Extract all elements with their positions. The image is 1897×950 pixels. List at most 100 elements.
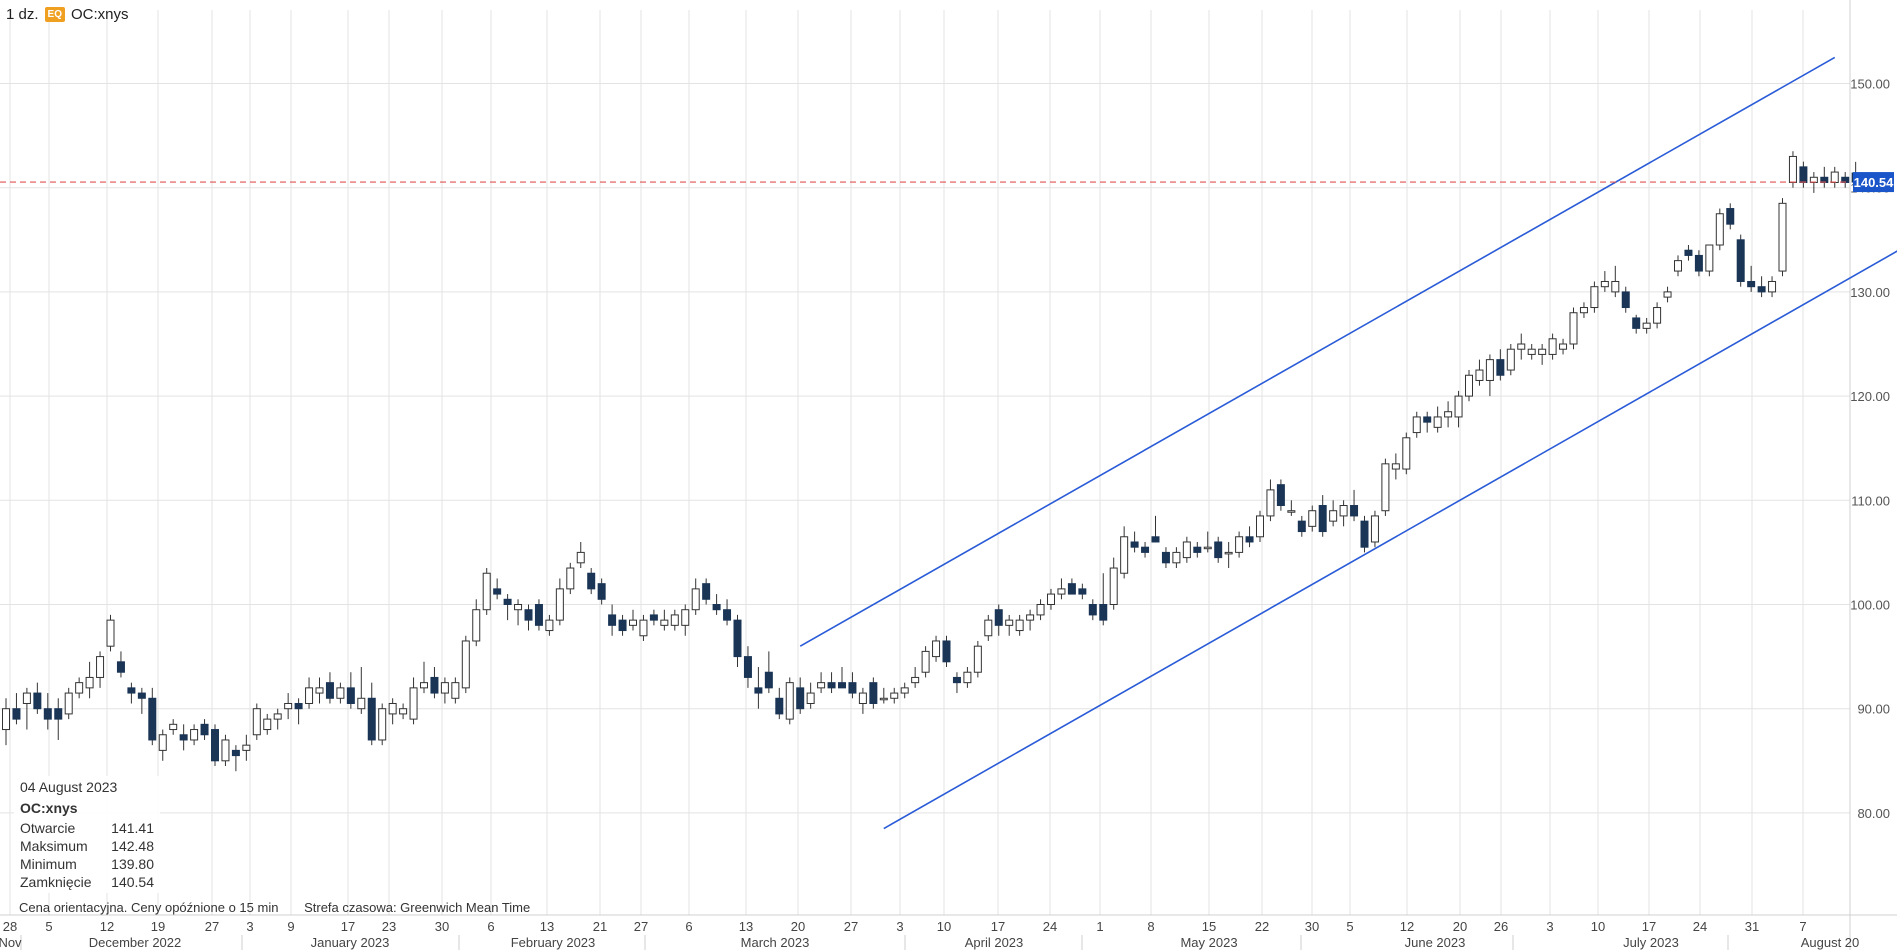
candle[interactable] (1381, 458, 1390, 516)
candle[interactable] (1663, 286, 1672, 303)
candle[interactable] (1768, 276, 1777, 298)
candle[interactable] (973, 640, 982, 678)
candle[interactable] (1182, 536, 1191, 563)
candle[interactable] (1454, 390, 1463, 428)
candle[interactable] (1172, 547, 1181, 569)
candle[interactable] (1287, 500, 1296, 516)
candle[interactable] (555, 578, 564, 626)
candle[interactable] (1120, 526, 1129, 579)
candle[interactable] (137, 687, 146, 714)
candle[interactable] (618, 614, 627, 636)
candle[interactable] (566, 562, 575, 595)
candle[interactable] (1141, 541, 1150, 558)
candle[interactable] (1506, 344, 1515, 376)
candles-layer[interactable] (2, 151, 1860, 772)
price-axis[interactable]: 150.00140.00130.00120.00110.00100.0090.0… (1850, 77, 1894, 821)
candle[interactable] (681, 604, 690, 636)
candle[interactable] (263, 713, 272, 735)
candle[interactable] (1026, 609, 1035, 631)
candle[interactable] (1370, 510, 1379, 548)
candle[interactable] (952, 672, 961, 694)
candle[interactable] (1559, 338, 1568, 355)
candle[interactable] (336, 682, 345, 704)
candle[interactable] (1235, 531, 1244, 558)
candle[interactable] (1214, 536, 1223, 563)
candle[interactable] (12, 693, 21, 725)
channel-lower-line[interactable] (883, 245, 1897, 830)
trend-channel[interactable] (799, 56, 1897, 830)
candle[interactable] (440, 677, 449, 704)
candle[interactable] (221, 734, 230, 767)
candle[interactable] (409, 677, 418, 725)
candle[interactable] (1569, 307, 1578, 350)
candle[interactable] (1391, 453, 1400, 480)
candle[interactable] (785, 677, 794, 725)
candle[interactable] (1151, 515, 1160, 543)
candle[interactable] (1527, 344, 1536, 360)
candle[interactable] (827, 672, 836, 694)
candle[interactable] (817, 672, 826, 694)
candle[interactable] (482, 568, 491, 615)
candle[interactable] (1747, 265, 1756, 292)
candle[interactable] (1423, 411, 1432, 433)
candle[interactable] (963, 667, 972, 688)
candle[interactable] (1193, 541, 1202, 558)
candle[interactable] (1674, 255, 1682, 277)
candle[interactable] (879, 687, 888, 704)
candle[interactable] (346, 672, 355, 709)
candle[interactable] (1266, 479, 1275, 522)
candle[interactable] (388, 698, 397, 725)
candle[interactable] (252, 703, 261, 740)
candle[interactable] (2, 698, 10, 746)
candle[interactable] (106, 614, 115, 652)
candle[interactable] (1632, 314, 1641, 334)
interval-label[interactable]: 1 dz. (6, 6, 39, 23)
candle[interactable] (1318, 495, 1327, 537)
channel-upper-line[interactable] (799, 56, 1836, 647)
candle[interactable] (1642, 317, 1651, 334)
candle[interactable] (127, 682, 136, 704)
candle[interactable] (1130, 531, 1139, 553)
candle[interactable] (1047, 588, 1055, 610)
candle[interactable] (1684, 245, 1693, 261)
candle[interactable] (1402, 432, 1411, 475)
candle[interactable] (932, 635, 941, 662)
candle[interactable] (33, 682, 42, 714)
candle[interactable] (461, 635, 470, 694)
candle[interactable] (1078, 583, 1087, 600)
candle[interactable] (921, 646, 930, 678)
candle[interactable] (75, 677, 84, 699)
candle[interactable] (43, 693, 52, 730)
candle[interactable] (1726, 203, 1735, 230)
candle[interactable] (1694, 250, 1703, 277)
candle[interactable] (733, 614, 742, 668)
candle[interactable] (179, 724, 188, 751)
candle[interactable] (743, 646, 752, 688)
candle[interactable] (576, 541, 585, 569)
candle[interactable] (1412, 411, 1421, 438)
candle[interactable] (1161, 547, 1170, 569)
candle[interactable] (1475, 359, 1484, 386)
candle[interactable] (911, 667, 920, 688)
candle[interactable] (1005, 614, 1014, 636)
candle[interactable] (1256, 510, 1264, 542)
candle[interactable] (1757, 276, 1766, 298)
candle[interactable] (1611, 265, 1620, 298)
candle[interactable] (367, 682, 376, 746)
candle[interactable] (858, 687, 867, 714)
candle[interactable] (64, 687, 73, 720)
candle[interactable] (1109, 557, 1118, 610)
time-axis[interactable]: 28 5 12 19 27 3 9 17 23 30 6 13 21 27 6 13 20 27 3 10 17 24 1 8… (0, 919, 1859, 950)
candle[interactable] (994, 604, 1003, 636)
candle[interactable] (587, 568, 596, 595)
candle[interactable] (524, 604, 533, 631)
candle[interactable] (1088, 599, 1097, 621)
candle[interactable] (1496, 349, 1505, 381)
candle[interactable] (420, 661, 428, 694)
candle[interactable] (1590, 281, 1599, 313)
candle[interactable] (1329, 500, 1338, 527)
candle[interactable] (796, 677, 805, 714)
candle[interactable] (1203, 531, 1212, 553)
candle[interactable] (1465, 370, 1473, 402)
candle[interactable] (399, 703, 408, 720)
